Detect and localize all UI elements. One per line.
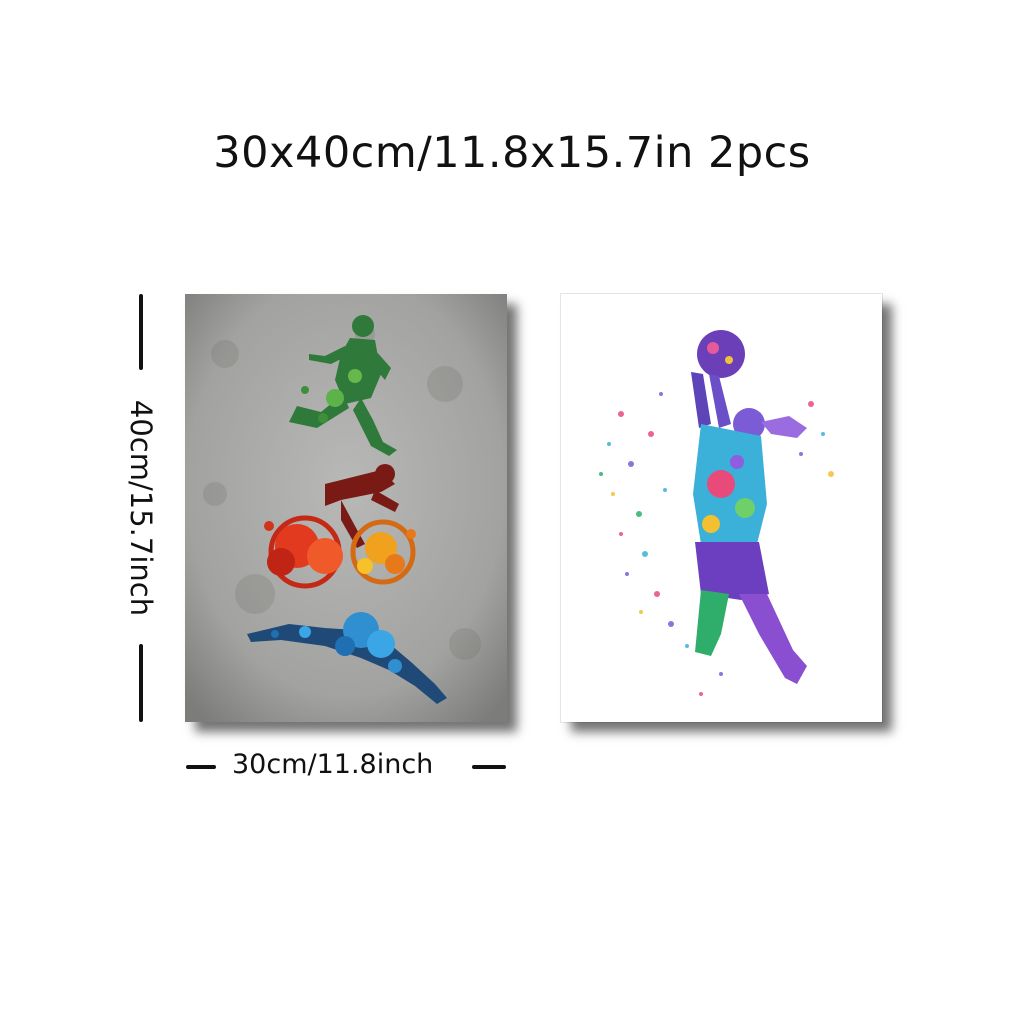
headline: 30x40cm/11.8x15.7in 2pcs [213, 128, 811, 178]
poster-basketball [561, 294, 882, 722]
height-dimension-line-top [139, 294, 143, 370]
swimmer-figure [247, 612, 447, 704]
height-dimension-label: 40cm/15.7inch [124, 399, 158, 617]
poster-triathlon [185, 294, 507, 722]
runner-figure [289, 315, 397, 456]
height-dimension-line-bottom [139, 644, 143, 722]
width-dimension-line-right [472, 765, 506, 769]
cyclist-figure [264, 464, 416, 589]
basketball-artwork [561, 294, 882, 722]
width-dimension-line-left [186, 765, 216, 769]
width-dimension-label: 30cm/11.8inch [232, 749, 434, 780]
triathlon-artwork [185, 294, 507, 722]
